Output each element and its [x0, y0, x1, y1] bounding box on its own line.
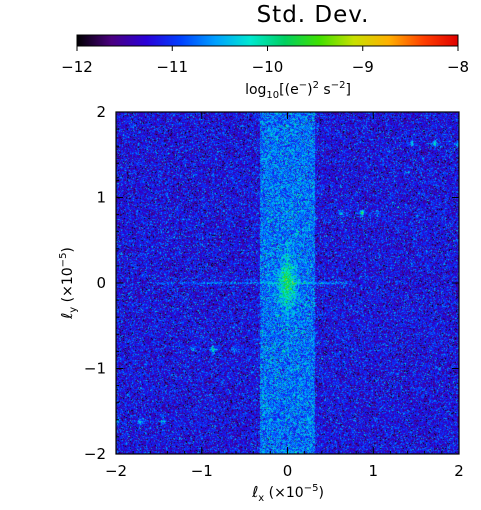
y-tick-label: 1 — [96, 189, 106, 207]
x-tick-label: 1 — [368, 462, 378, 480]
x-tick-label: 2 — [454, 462, 464, 480]
x-tick-label: −1 — [191, 462, 213, 480]
colorbar-tick-label: −8 — [447, 58, 469, 76]
colorbar-tick-label: −10 — [252, 58, 284, 76]
colorbar-tick-label: −12 — [61, 58, 93, 76]
heatmap-image — [116, 112, 459, 454]
colorbar-label: log10[(e−)2 s−2] — [245, 80, 351, 101]
colorbar-ticks: −12 −11 −10 −9 −8 — [61, 46, 469, 76]
x-tick-label: −2 — [105, 462, 127, 480]
colorbar — [76, 34, 459, 47]
x-axis-label: ℓx (×10−5) — [251, 483, 324, 504]
y-tick-label: −2 — [84, 445, 106, 463]
y-tick-label: 2 — [96, 103, 106, 121]
y-tick-label: −1 — [84, 360, 106, 378]
y-tick-label: 0 — [96, 274, 106, 292]
x-axis-ticks: −2 −1 0 1 2 — [105, 112, 464, 480]
y-axis-label: ℓy (×10−5) — [58, 247, 79, 320]
y-axis-ticks: −2 −1 0 1 2 — [84, 103, 459, 463]
chart-title: Std. Dev. — [257, 2, 370, 28]
colorbar-tick-label: −11 — [156, 58, 188, 76]
x-tick-label: 0 — [283, 462, 293, 480]
colorbar-tick-label: −9 — [352, 58, 374, 76]
